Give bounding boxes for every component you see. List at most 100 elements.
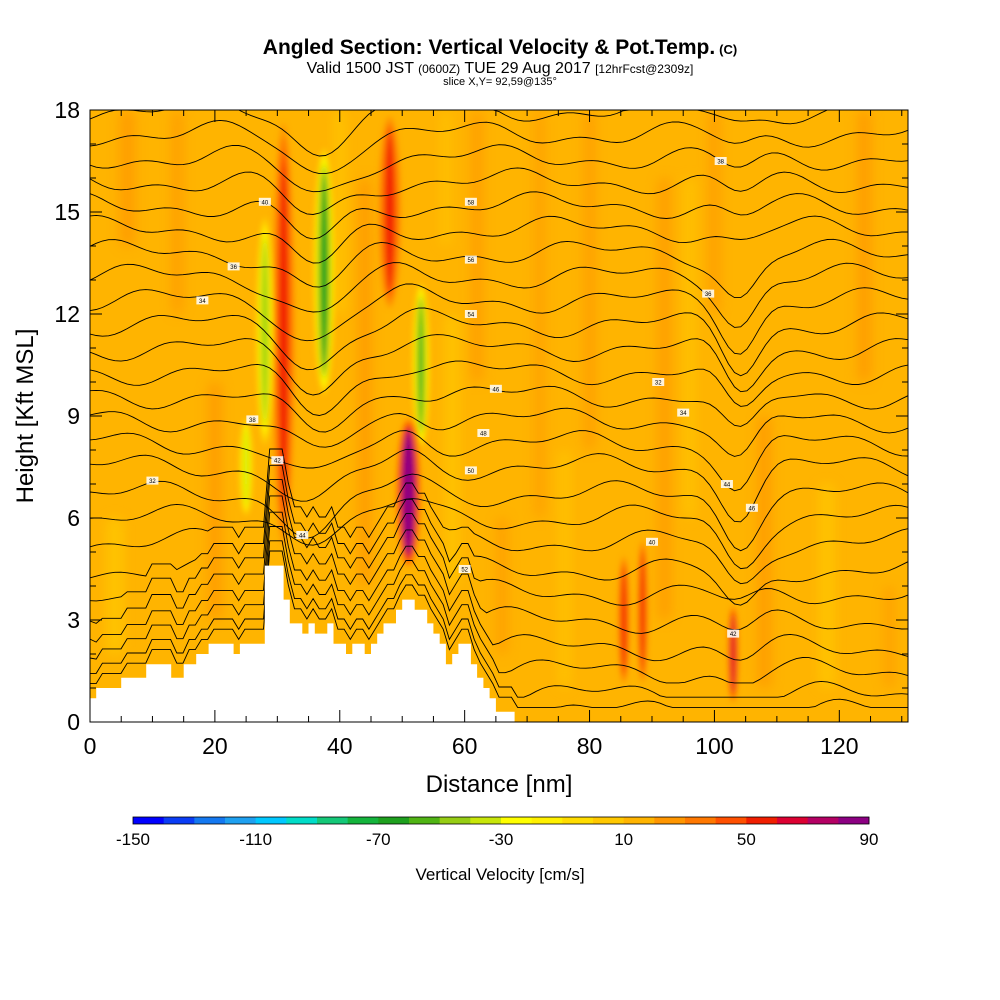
colorbar-swatch <box>347 817 379 824</box>
isentrope <box>90 238 908 299</box>
isentrope <box>90 498 908 570</box>
terrain <box>90 565 908 722</box>
isentrope <box>90 144 908 193</box>
velocity-features <box>239 116 739 703</box>
isentrope <box>90 262 908 328</box>
isentrope-label-bg <box>489 384 502 393</box>
isentrope <box>90 407 908 457</box>
isentrope <box>90 448 908 585</box>
isentrope-label: 40 <box>649 540 656 546</box>
texture-layer <box>107 110 894 688</box>
texture-streak <box>358 178 371 586</box>
updraft-core <box>396 418 421 567</box>
isentrope-label: 46 <box>493 387 500 393</box>
y-tick-label: 3 <box>67 607 80 633</box>
isentrope <box>90 511 908 662</box>
isentrope-label-bg <box>227 262 240 271</box>
isentropes: 32 34 36 38 40 42 44 46 48 50 52 54 56 58 32 34 36 38 40 42… <box>90 110 908 708</box>
velocity-texture <box>107 110 894 688</box>
isentrope-label-bg <box>702 289 715 298</box>
colorbar-tick-label: -30 <box>489 830 514 849</box>
texture-streak <box>758 416 771 688</box>
subtitle-forecast: [12hrFcst@2309z] <box>595 62 694 76</box>
isentrope <box>90 191 908 240</box>
isentrope-label: 58 <box>468 200 475 206</box>
x-tick-label: 60 <box>452 733 478 759</box>
isentrope <box>90 119 908 175</box>
downdraft-band <box>243 428 249 506</box>
isentrope-label-bg <box>458 565 471 573</box>
isentrope-label-bg <box>645 537 658 546</box>
updraft-core <box>378 116 401 308</box>
isentrope-label: 56 <box>468 258 475 264</box>
isentrope-label-bg <box>196 296 209 305</box>
texture-streak <box>445 314 459 586</box>
colorbar-swatch <box>317 817 349 824</box>
y-tick-label: 9 <box>67 403 80 429</box>
isentrope-label: 32 <box>149 479 156 485</box>
y-tick-label: 15 <box>54 199 80 225</box>
isentrope <box>90 283 908 355</box>
texture-streak <box>584 110 595 450</box>
chart-title-main: Angled Section: Vertical Velocity & Pot.… <box>262 36 716 59</box>
isentrope-label-bg <box>464 255 477 264</box>
colorbar-swatch <box>654 817 686 824</box>
chart-title-suffix: (C) <box>719 42 738 57</box>
colorbar-swatch <box>133 817 165 824</box>
isentrope-label-bg <box>146 476 159 485</box>
isentrope-label-bg <box>464 310 477 318</box>
x-axis-label: Distance [nm] <box>426 771 573 798</box>
texture-streak <box>107 518 123 654</box>
colorbar-swatch <box>439 817 471 824</box>
isentrope-label-bg <box>720 480 733 488</box>
texture-streak <box>120 110 135 246</box>
texture-streak <box>885 586 894 688</box>
isentrope-label: 50 <box>468 469 475 475</box>
isentrope-label-bg <box>246 415 259 424</box>
isentrope <box>90 307 908 377</box>
colorbar-tick-label: -70 <box>366 830 391 849</box>
isentrope <box>90 550 908 708</box>
isentrope <box>90 526 908 684</box>
isentrope <box>90 479 908 606</box>
downdraft-band <box>418 300 424 430</box>
colorbar-swatch <box>194 817 226 824</box>
texture-streak <box>442 110 450 246</box>
x-tick-label: 100 <box>695 733 733 759</box>
isentrope-label: 40 <box>261 200 268 206</box>
y-tick-label: 6 <box>67 505 80 531</box>
isentrope <box>90 448 908 523</box>
colorbar-frame <box>132 816 870 825</box>
y-tick-label: 12 <box>54 301 80 327</box>
chart-title: Angled Section: Vertical Velocity & Pot.… <box>0 36 1000 60</box>
isentrope-label-bg <box>464 466 477 475</box>
texture-streak <box>172 110 183 314</box>
downdraft-core <box>239 418 253 516</box>
isentrope <box>90 167 908 215</box>
isentrope-label-bg <box>258 197 271 206</box>
isentrope-label: 46 <box>749 506 756 512</box>
subtitle-zulu: (0600Z) <box>418 62 461 76</box>
colorbar-swatch <box>593 817 625 824</box>
isentrope-label-bg <box>271 456 284 465</box>
isentrope-label-bg <box>652 378 665 386</box>
isentrope-label: 44 <box>724 483 731 489</box>
isentrope <box>90 540 908 698</box>
isentrope-label: 38 <box>249 418 256 424</box>
isentrope <box>90 214 908 264</box>
isentrope <box>90 110 908 157</box>
updraft-band <box>621 568 626 672</box>
texture-streak <box>334 110 345 314</box>
isentrope <box>90 464 908 606</box>
colorbar-swatch <box>378 817 410 824</box>
texture-streak <box>559 450 570 688</box>
colorbar-swatch <box>807 817 839 824</box>
isentrope <box>90 473 908 552</box>
isentrope-label: 42 <box>274 459 281 465</box>
x-tick-label: 80 <box>577 733 603 759</box>
colorbar-label: Vertical Velocity [cm/s] <box>415 865 584 884</box>
updraft-band <box>640 553 645 670</box>
colorbar-swatch <box>163 817 195 824</box>
texture-streak <box>819 484 834 688</box>
